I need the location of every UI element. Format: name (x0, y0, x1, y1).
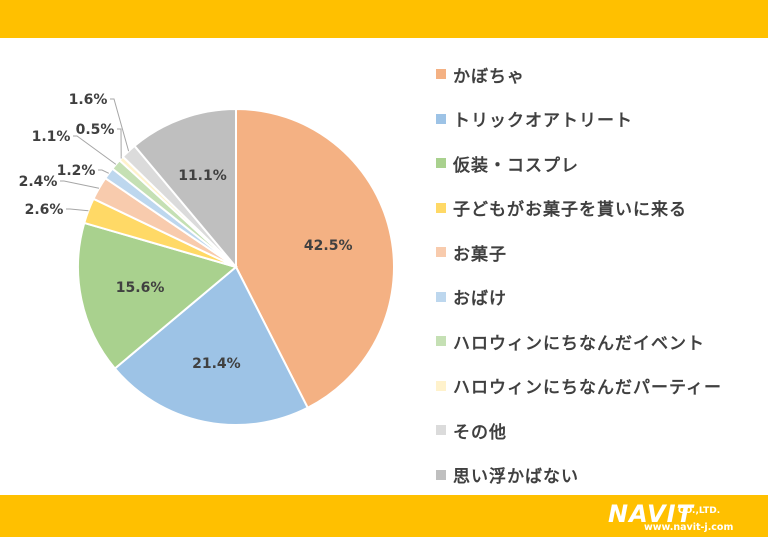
legend-swatch (436, 158, 446, 169)
legend-item: その他 (436, 408, 766, 453)
leader-line (98, 169, 110, 174)
legend-swatch (436, 380, 446, 391)
legend-item: 子どもがお菓子を貰いに来る (436, 186, 766, 231)
pie-slice (133, 107, 237, 270)
leader-line (66, 208, 89, 212)
legend-item: 仮装・コスプレ (436, 141, 766, 186)
legend-item: ハロウィンにちなんだパーティー (436, 364, 766, 409)
legend-label: ハロウィンにちなんだパーティー (453, 378, 722, 399)
legend-swatch (436, 69, 446, 80)
legend-swatch (436, 247, 446, 258)
slice-value-label: 0.5% (76, 122, 115, 138)
legend-label: ハロウィンにちなんだイベント (453, 333, 705, 354)
bottom-banner (0, 495, 768, 537)
legend-swatch (436, 113, 446, 124)
logo-url: www.navit-j.com (644, 522, 734, 533)
legend-swatch (436, 425, 446, 436)
slice-value-label: 1.1% (32, 129, 71, 145)
slice-value-label: 21.4% (192, 356, 241, 372)
leader-line (60, 180, 100, 189)
legend-label: 子どもがお菓子を貰いに来る (453, 200, 687, 221)
company-logo: NAVIT CO.,LTD. www.navit-j.com (608, 500, 758, 534)
logo-suffix: CO.,LTD. (678, 506, 721, 516)
chart-legend: かぼちゃトリックオアトリート 仮装・コスプレ子どもがお菓子を貰いに来る お菓子おばけ… (436, 52, 766, 497)
legend-label: おばけ (453, 289, 507, 310)
legend-label: 思い浮かばない (453, 467, 579, 488)
legend-item: かぼちゃ (436, 52, 766, 97)
legend-label: お菓子 (453, 244, 507, 265)
pie-slice (235, 107, 395, 410)
logo-text: NAVIT (608, 500, 694, 528)
slice-value-label: 15.6% (116, 280, 165, 296)
legend-label: その他 (453, 422, 507, 443)
legend-item: ハロウィンにちなんだイベント (436, 319, 766, 364)
legend-swatch (436, 202, 446, 213)
legend-label: 仮装・コスプレ (453, 155, 579, 176)
legend-swatch (436, 336, 446, 347)
slice-value-label: 1.6% (69, 92, 108, 108)
slice-value-label: 1.2% (57, 163, 96, 179)
top-banner (0, 0, 768, 38)
pie-chart: 42.5% 21.4% 15.6% 2.6% 2.4%1.2% 1.1% 0.5% 1.6% 1… (19, 92, 395, 426)
pie-slice (77, 221, 239, 370)
pie-slice (113, 265, 310, 426)
slice-value-label: 2.4% (19, 174, 58, 190)
legend-item: お菓子 (436, 230, 766, 275)
legend-item: 思い浮かばない (436, 453, 766, 498)
legend-label: トリックオアトリート (453, 111, 633, 132)
slice-value-label: 2.6% (25, 202, 64, 218)
legend-label: かぼちゃ (453, 66, 525, 87)
legend-swatch (436, 291, 446, 302)
leader-line (110, 98, 130, 152)
legend-item: おばけ (436, 275, 766, 320)
legend-item: トリックオアトリート (436, 97, 766, 142)
leader-line (117, 128, 122, 159)
legend-swatch (436, 469, 446, 480)
slice-value-label: 11.1% (178, 168, 227, 184)
slice-value-label: 42.5% (304, 238, 353, 254)
leader-line (73, 135, 117, 165)
